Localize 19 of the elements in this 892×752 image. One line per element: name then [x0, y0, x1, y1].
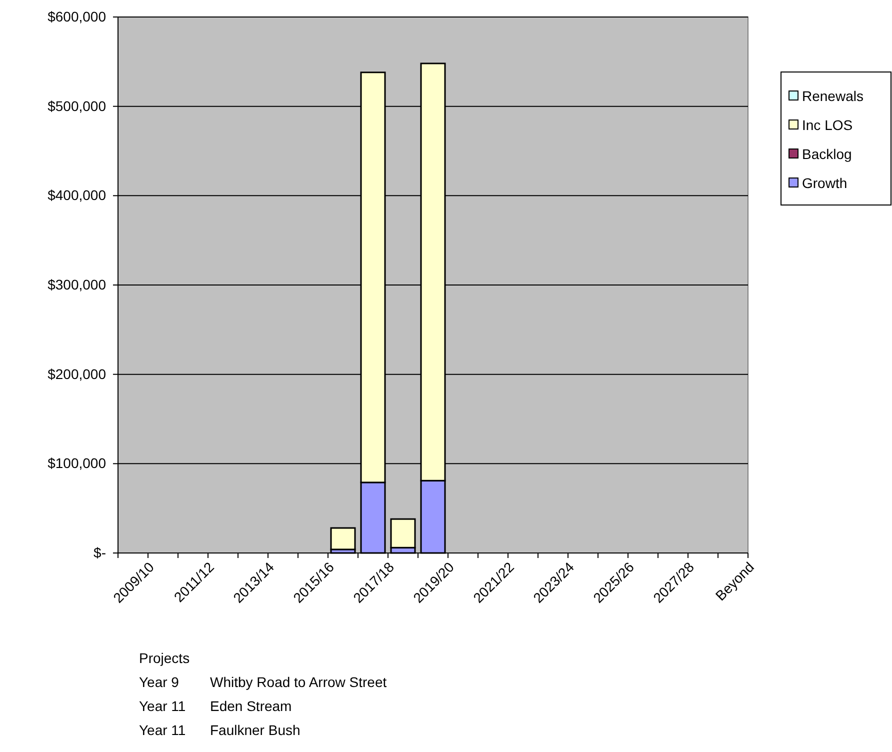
- legend-label: Inc LOS: [802, 117, 853, 133]
- text: Projects: [139, 650, 190, 666]
- y-tick-label: $400,000: [48, 187, 106, 204]
- text: Year 9: [139, 674, 180, 690]
- y-tick-label: $100,000: [48, 455, 106, 472]
- y-tick-label: $500,000: [48, 98, 106, 114]
- text: Year 11: [139, 698, 186, 714]
- bar: [330, 527, 356, 550]
- legend-label: Growth: [802, 175, 848, 191]
- text: Eden Stream: [210, 698, 292, 714]
- y-tick-label: $300,000: [48, 276, 106, 292]
- text: Faulkner Bush: [210, 722, 300, 738]
- y-tick-label: $200,000: [48, 366, 106, 382]
- y-tick-label: $-: [94, 544, 106, 560]
- legend-label: Renewals: [802, 88, 864, 104]
- text: Year 11: [139, 722, 186, 738]
- text: Whitby Road to Arrow Street: [210, 674, 387, 690]
- y-tick-label: $600,000: [48, 8, 106, 24]
- legend-label: Backlog: [802, 146, 852, 162]
